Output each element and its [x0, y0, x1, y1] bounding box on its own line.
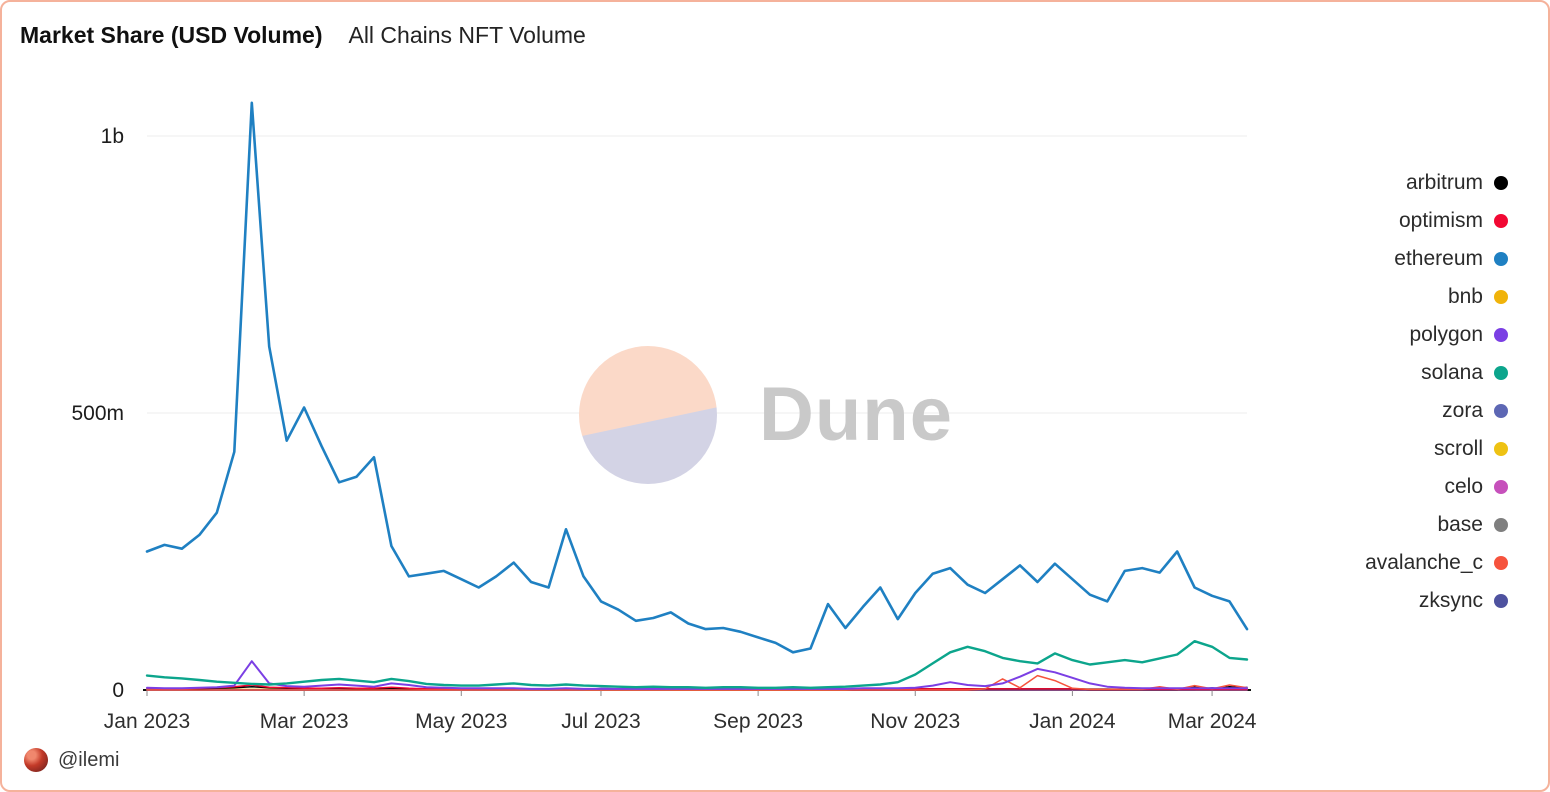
legend-color-dot [1494, 441, 1508, 456]
x-axis-label: Nov 2023 [870, 710, 960, 733]
legend-label: base [1437, 512, 1483, 536]
legend-label: solana [1421, 360, 1483, 384]
legend-item-solana[interactable]: solana [1421, 360, 1508, 385]
legend-color-dot [1494, 403, 1508, 418]
author-handle[interactable]: @ilemi [58, 748, 120, 771]
x-axis-label: Jan 2023 [104, 710, 190, 733]
legend-label: zksync [1418, 588, 1483, 612]
chart-header: Market Share (USD Volume) All Chains NFT… [20, 22, 586, 49]
legend-color-dot [1494, 555, 1508, 570]
legend-item-base[interactable]: base [1437, 512, 1508, 537]
legend-item-ethereum[interactable]: ethereum [1394, 246, 1508, 271]
legend-color-dot [1494, 517, 1508, 532]
series-line-polygon[interactable] [146, 660, 1248, 690]
legend-item-celo[interactable]: celo [1444, 474, 1508, 499]
legend-label: bnb [1447, 284, 1483, 308]
legend-color-dot [1494, 593, 1508, 608]
chart-title: Market Share (USD Volume) [20, 22, 323, 48]
legend-color-dot [1494, 251, 1508, 266]
legend-label: polygon [1409, 322, 1483, 346]
series-line-avalanche_c[interactable] [146, 674, 1248, 691]
legend-color-dot [1494, 327, 1508, 342]
x-axis-label: Sep 2023 [713, 710, 803, 733]
legend-item-arbitrum[interactable]: arbitrum [1406, 170, 1508, 195]
y-axis-label: 500m [71, 402, 124, 425]
x-axis-label: Jul 2023 [561, 710, 640, 733]
legend-label: avalanche_c [1365, 550, 1483, 574]
legend-color-dot [1494, 289, 1508, 304]
legend-color-dot [1494, 479, 1508, 494]
legend-item-bnb[interactable]: bnb [1448, 284, 1508, 309]
series-line-ethereum[interactable] [145, 101, 1249, 654]
legend-color-dot [1494, 365, 1508, 380]
legend-item-zora[interactable]: zora [1442, 398, 1508, 423]
x-axis-label: Mar 2023 [260, 710, 349, 733]
legend-item-optimism[interactable]: optimism [1399, 208, 1508, 233]
chart-legend: arbitrum optimism ethereum bnb polygon s… [1365, 170, 1508, 613]
legend-label: ethereum [1394, 246, 1483, 270]
x-axis-label: Jan 2024 [1029, 710, 1116, 733]
x-axis-label: May 2023 [415, 710, 507, 733]
legend-label: optimism [1398, 208, 1483, 232]
legend-label: scroll [1433, 436, 1483, 460]
chart-subtitle: All Chains NFT Volume [348, 22, 586, 48]
legend-label: zora [1442, 398, 1483, 422]
legend-color-dot [1494, 175, 1508, 190]
legend-item-polygon[interactable]: polygon [1409, 322, 1508, 347]
legend-label: arbitrum [1405, 170, 1483, 194]
series-line-solana[interactable] [145, 640, 1249, 689]
y-axis-label: 0 [112, 679, 124, 702]
legend-label: celo [1444, 474, 1483, 498]
legend-item-zksync[interactable]: zksync [1419, 588, 1508, 613]
author-row: @ilemi [24, 748, 119, 772]
x-axis-label: Mar 2024 [1168, 710, 1257, 733]
legend-color-dot [1494, 213, 1508, 228]
author-avatar[interactable] [24, 748, 48, 772]
legend-item-avalanche-c[interactable]: avalanche_c [1365, 550, 1508, 575]
y-axis-label: 1b [101, 125, 124, 148]
legend-item-scroll[interactable]: scroll [1434, 436, 1508, 461]
